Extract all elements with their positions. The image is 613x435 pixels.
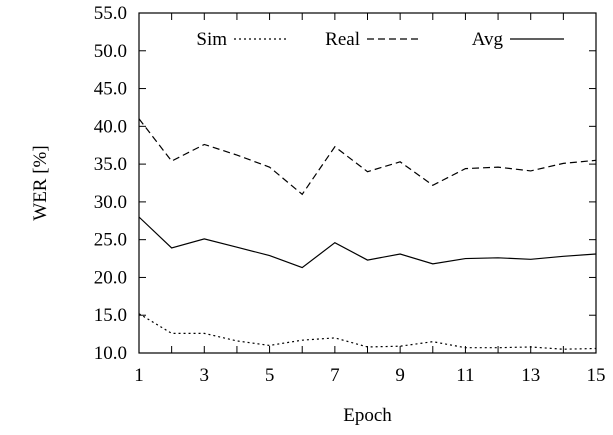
legend-label-avg: Avg xyxy=(472,29,504,50)
y-tick-label: 45.0 xyxy=(94,79,127,100)
y-tick-label: 30.0 xyxy=(94,192,127,213)
legend-label-sim: Sim xyxy=(196,29,227,50)
y-tick-label: 35.0 xyxy=(94,154,127,175)
y-tick-label: 20.0 xyxy=(94,267,127,288)
y-tick-label: 40.0 xyxy=(94,116,127,137)
series-lines xyxy=(138,118,597,350)
series-line-avg xyxy=(138,216,597,269)
series-line-sim xyxy=(138,313,597,350)
y-axis-title: WER [%] xyxy=(30,145,51,220)
x-tick-label: 13 xyxy=(521,365,540,386)
series-line-real xyxy=(138,118,597,196)
y-tick-label: 15.0 xyxy=(94,305,127,326)
axis-tick-labels: 10.0 15.0 20.0 25.0 30.0 35.0 40.0 45.0 50.0 55.0… xyxy=(94,3,606,386)
x-tick-label: 7 xyxy=(330,365,340,386)
axis-ticks xyxy=(138,12,597,354)
x-tick-label: 3 xyxy=(200,365,210,386)
y-tick-label: 10.0 xyxy=(94,343,127,364)
x-tick-label: 9 xyxy=(395,365,405,386)
x-tick-label: 15 xyxy=(587,365,606,386)
x-axis-title: Epoch xyxy=(343,405,392,426)
y-tick-label: 50.0 xyxy=(94,41,127,62)
x-tick-label: 5 xyxy=(265,365,275,386)
x-tick-label: 1 xyxy=(134,365,144,386)
legend-label-real: Real xyxy=(325,29,360,50)
x-tick-label: 11 xyxy=(456,365,474,386)
legend: Sim Real Avg xyxy=(196,29,564,50)
y-tick-label: 55.0 xyxy=(94,3,127,24)
plot-frame xyxy=(138,12,597,354)
y-tick-label: 25.0 xyxy=(94,230,127,251)
